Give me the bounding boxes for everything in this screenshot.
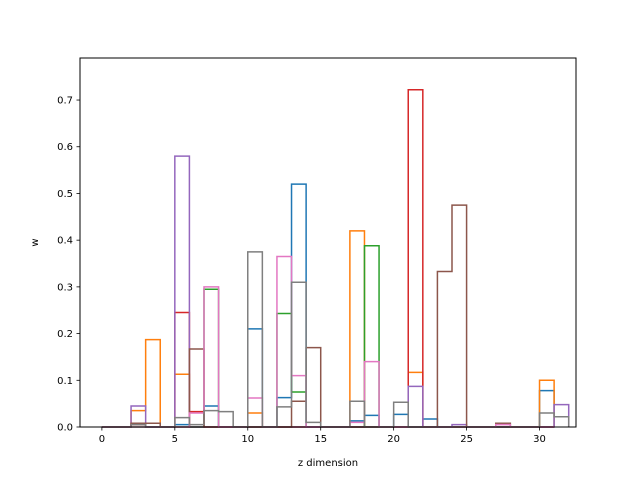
series-step-line: [101, 255, 555, 428]
series-step-line: [101, 183, 555, 428]
x-tick-label: 10: [241, 434, 254, 445]
x-tick-label: 30: [533, 434, 546, 445]
x-tick-label: 5: [172, 434, 178, 445]
y-tick-label: 0.6: [57, 142, 73, 153]
y-tick-label: 0.0: [57, 423, 73, 434]
histogram-series-7: [101, 255, 555, 428]
series-step-line: [101, 251, 570, 428]
series-step-line: [101, 155, 570, 428]
series-step-line: [101, 89, 555, 428]
x-axis: 0 5 10 15 20 25 30: [99, 427, 546, 445]
series-layer: [101, 89, 570, 428]
histogram-series-2: [101, 230, 555, 428]
x-tick-label: 0: [99, 434, 105, 445]
y-tick-label: 0.4: [57, 236, 73, 247]
series-step-line: [101, 245, 555, 428]
histogram-series-3: [101, 245, 555, 428]
histogram-series-6: [101, 204, 555, 428]
histogram-series-5: [101, 155, 570, 428]
series-step-line: [101, 204, 555, 428]
series-step-line: [101, 230, 555, 428]
y-axis: 0.0 0.1 0.2 0.3 0.4 0.5 0.6 0.7: [57, 96, 80, 434]
y-tick-label: 0.5: [57, 189, 73, 200]
y-tick-label: 0.7: [57, 96, 73, 107]
y-tick-label: 0.3: [57, 282, 73, 293]
y-axis-label: w: [30, 238, 41, 246]
y-tick-label: 0.2: [57, 329, 73, 340]
y-tick-label: 0.1: [57, 376, 73, 387]
histogram-series-1: [101, 183, 555, 428]
x-tick-label: 15: [314, 434, 327, 445]
histogram-series-4: [101, 89, 555, 428]
x-axis-label: z dimension: [298, 458, 358, 469]
x-tick-label: 20: [387, 434, 400, 445]
x-tick-label: 25: [460, 434, 473, 445]
histogram-series-8: [101, 251, 570, 428]
plot-frame: [79, 57, 577, 428]
